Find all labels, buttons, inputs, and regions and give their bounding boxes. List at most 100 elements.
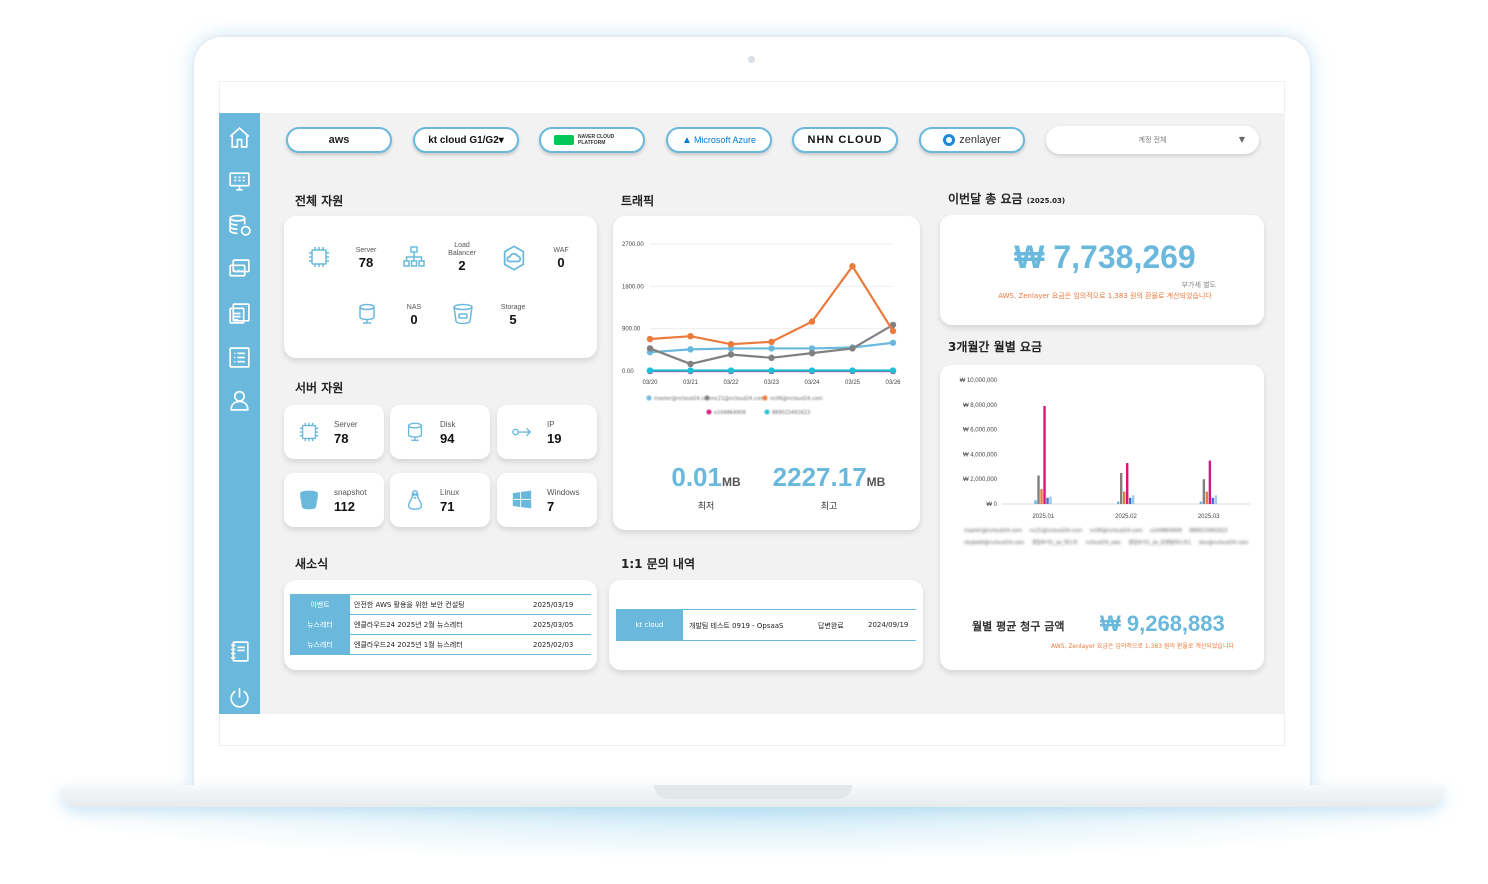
legend-item: 영업부서1_jw_운영팀테스트1 bbox=[1128, 540, 1192, 546]
traffic-point bbox=[849, 367, 856, 374]
total-server-value: 78 bbox=[358, 255, 374, 270]
traffic-point bbox=[768, 367, 775, 374]
traffic-point bbox=[646, 345, 654, 352]
bar bbox=[1208, 460, 1212, 504]
traffic-point bbox=[808, 349, 816, 357]
manual-book-icon[interactable] bbox=[227, 639, 252, 664]
bar-y-tick: ₩ 0 bbox=[986, 502, 997, 508]
news-row[interactable]: 이벤트 안전한 AWS 활용을 위한 보안 컨설팅 2025/03/19 bbox=[290, 594, 591, 615]
traffic-point bbox=[808, 367, 816, 374]
total-server-stat[interactable]: Server 78 bbox=[350, 247, 382, 270]
provider-nhn-button[interactable]: NHN CLOUD bbox=[792, 127, 898, 153]
naver-logo-icon bbox=[554, 135, 574, 145]
inquiry-status: 답변완료 bbox=[818, 622, 844, 630]
traffic-y-tick: 1800.00 bbox=[622, 284, 644, 290]
traffic-point bbox=[889, 327, 897, 335]
traffic-y-tick: 900.00 bbox=[622, 327, 641, 333]
monitor-icon[interactable] bbox=[227, 169, 252, 194]
traffic-y-tick: 2700.00 bbox=[622, 242, 644, 248]
traffic-legend-label: nc06@ncloud24.com bbox=[770, 396, 823, 402]
snapshot-tile[interactable]: snapshot 112 bbox=[284, 473, 384, 527]
traffic-point bbox=[687, 360, 694, 368]
traffic-max-unit: MB bbox=[866, 475, 886, 489]
news-table: 이벤트 안전한 AWS 활용을 위한 보안 컨설팅 2025/03/19 뉴스레터 엔… bbox=[290, 594, 591, 655]
total-nas-value: 0 bbox=[410, 312, 418, 327]
news-row-date: 2025/03/05 bbox=[529, 614, 591, 635]
account-select[interactable]: 계정 전체 ▼ bbox=[1046, 126, 1259, 154]
inquiries-title: 1:1 문의 내역 bbox=[621, 557, 696, 571]
ip-icon bbox=[511, 421, 533, 443]
provider-zenlayer-button[interactable]: zenlayer bbox=[919, 127, 1025, 153]
cpu-icon bbox=[298, 421, 320, 443]
traffic-point bbox=[889, 339, 897, 346]
bar bbox=[1205, 491, 1209, 504]
total-storage-stat[interactable]: Storage 5 bbox=[496, 304, 530, 327]
windows-tile-label: Windows bbox=[547, 488, 580, 497]
bar bbox=[1117, 501, 1120, 504]
provider-naver-button[interactable]: NAVER CLOUD PLATFORM bbox=[539, 127, 645, 153]
traffic-point bbox=[646, 367, 654, 374]
traffic-point bbox=[727, 367, 735, 374]
cloud-shield-icon bbox=[500, 244, 528, 272]
server-tile[interactable]: Server 78 bbox=[284, 405, 384, 459]
traffic-x-tick: 03/26 bbox=[885, 380, 901, 386]
traffic-point bbox=[687, 332, 694, 340]
user-icon[interactable] bbox=[227, 388, 252, 413]
linux-tile[interactable]: Linux 71 bbox=[390, 473, 490, 527]
total-storage-label: Storage bbox=[500, 304, 526, 311]
traffic-point bbox=[727, 351, 735, 358]
traffic-max-caption: 최고 bbox=[820, 502, 838, 512]
news-row-title[interactable]: 엔클라우드24 2025년 2월 뉴스레터 bbox=[350, 614, 529, 635]
invoice-icon[interactable] bbox=[227, 301, 252, 326]
news-row[interactable]: 뉴스레터 엔클라우드24 2025년 2월 뉴스레터 2025/03/05 bbox=[290, 614, 591, 635]
total-nas-stat[interactable]: NAS 0 bbox=[400, 304, 428, 327]
traffic-x-tick: 03/23 bbox=[764, 380, 780, 386]
legend-item: ncloud24_aws bbox=[1085, 540, 1121, 546]
news-row-title[interactable]: 엔클라우드24 2025년 1월 뉴스레터 bbox=[350, 634, 529, 655]
traffic-point bbox=[849, 345, 856, 352]
ip-tile[interactable]: IP 19 bbox=[497, 405, 597, 459]
traffic-point bbox=[727, 340, 735, 348]
list-icon[interactable] bbox=[227, 345, 252, 370]
total-nas-label: NAS bbox=[406, 304, 422, 311]
inquiry-provider: kt cloud bbox=[616, 610, 683, 640]
bucket-icon bbox=[451, 302, 475, 326]
bar-y-tick: ₩ 6,000,000 bbox=[963, 428, 998, 434]
traffic-legend-label: master@ncloud24.com bbox=[654, 396, 712, 402]
news-title: 새소식 bbox=[295, 557, 329, 571]
legend-item: nc06@ncloud24.com bbox=[1089, 528, 1143, 534]
bar bbox=[1123, 491, 1126, 504]
disk-tile[interactable]: Disk 94 bbox=[390, 405, 490, 459]
linux-tile-value: 71 bbox=[440, 499, 455, 514]
power-icon[interactable] bbox=[227, 685, 252, 710]
news-row[interactable]: 뉴스레터 엔클라우드24 2025년 1월 뉴스레터 2025/02/03 bbox=[290, 634, 591, 655]
windows-icon bbox=[511, 489, 533, 511]
traffic-series-line bbox=[649, 264, 894, 346]
home-icon[interactable] bbox=[227, 125, 252, 150]
billing-database-icon[interactable] bbox=[227, 213, 252, 238]
inquiry-title[interactable]: 개발팀 테스트 0919 - OpsaaS bbox=[689, 622, 784, 630]
news-row-title[interactable]: 안전한 AWS 활용을 위한 보안 컨설팅 bbox=[350, 594, 529, 615]
provider-ktcloud-button[interactable]: kt cloud G1/G2▾ bbox=[413, 127, 519, 153]
provider-aws-button[interactable]: aws bbox=[286, 127, 392, 153]
provider-aws-label: aws bbox=[328, 134, 350, 146]
bar-x-tick: 2025.03 bbox=[1198, 514, 1220, 520]
traffic-point bbox=[808, 318, 816, 325]
chat-icon[interactable] bbox=[227, 257, 252, 282]
total-lb-stat[interactable]: Load Balancer 2 bbox=[442, 242, 482, 273]
provider-azure-label: Microsoft Azure bbox=[693, 135, 756, 145]
bar bbox=[1199, 501, 1203, 504]
monthly-total-note: AWS, Zenlayer 요금은 임의적으로 1,383 원의 환율로 계산되… bbox=[998, 292, 1212, 300]
traffic-point bbox=[687, 346, 694, 353]
provider-nhn-label: NHN CLOUD bbox=[807, 134, 883, 146]
inquiry-row[interactable]: kt cloud 개발팀 테스트 0919 - OpsaaS 답변완료 2024… bbox=[616, 609, 916, 641]
windows-tile-value: 7 bbox=[547, 499, 555, 514]
total-waf-stat[interactable]: WAF 0 bbox=[547, 247, 575, 270]
provider-azure-button[interactable]: ▲ Microsoft Azure bbox=[666, 127, 772, 153]
bar bbox=[1037, 475, 1040, 504]
traffic-min-unit: MB bbox=[721, 475, 741, 489]
traffic-point bbox=[808, 345, 816, 352]
bar-y-tick: ₩ 10,000,000 bbox=[960, 378, 998, 384]
windows-tile[interactable]: Windows 7 bbox=[497, 473, 597, 527]
news-row-date: 2025/03/19 bbox=[529, 594, 591, 615]
